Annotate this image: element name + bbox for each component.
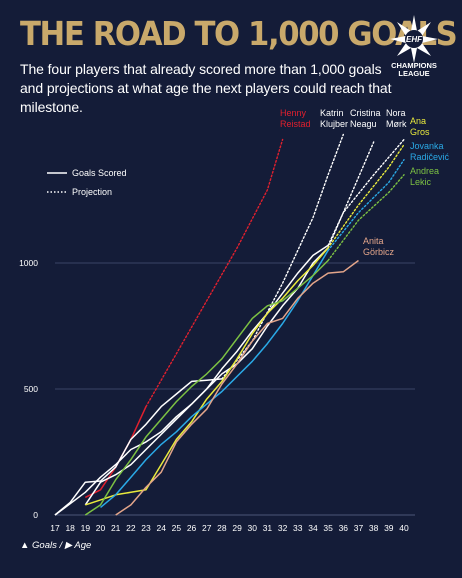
logo-text-ehf: EHF bbox=[406, 35, 423, 44]
series-label: Neagu bbox=[350, 119, 377, 129]
series-label: Andrea bbox=[410, 166, 439, 176]
series-line bbox=[115, 259, 359, 516]
x-tick-label: 23 bbox=[141, 523, 151, 533]
series-line bbox=[84, 244, 329, 506]
x-tick-label: 17 bbox=[50, 523, 60, 533]
series-line bbox=[85, 247, 329, 506]
series-label: Görbicz bbox=[363, 247, 395, 257]
x-tick-label: 31 bbox=[263, 523, 273, 533]
projection-line bbox=[327, 174, 405, 262]
y-tick-label: 0 bbox=[33, 510, 38, 520]
projection-line bbox=[327, 158, 405, 252]
series-label: Radičević bbox=[410, 152, 450, 162]
x-tick-label: 18 bbox=[65, 523, 75, 533]
series-label: Reistad bbox=[280, 119, 311, 129]
x-tick-label: 28 bbox=[217, 523, 227, 533]
legend-label: Projection bbox=[72, 187, 112, 197]
series-label: Klujber bbox=[320, 119, 348, 129]
series-label: Mørk bbox=[386, 119, 407, 129]
x-tick-label: 29 bbox=[232, 523, 242, 533]
x-tick-label: 32 bbox=[278, 523, 288, 533]
projection-line bbox=[327, 138, 405, 247]
series-label: Nora bbox=[386, 108, 406, 118]
series-label: Cristina bbox=[350, 108, 381, 118]
x-tick-label: 27 bbox=[202, 523, 212, 533]
series-label: Gros bbox=[410, 127, 430, 137]
projection-line bbox=[327, 143, 405, 249]
x-tick-label: 38 bbox=[369, 523, 379, 533]
y-tick-label: 500 bbox=[24, 384, 38, 394]
x-tick-label: 35 bbox=[323, 523, 333, 533]
series-line bbox=[84, 259, 329, 516]
series-label: Henny bbox=[280, 108, 307, 118]
series-label: Ana bbox=[410, 116, 426, 126]
ehf-champions-league-logo: EHF CHAMPIONS LEAGUE bbox=[390, 15, 438, 78]
x-tick-label: 24 bbox=[156, 523, 166, 533]
chart-title: THE ROAD TO 1,000 GOALS bbox=[20, 14, 458, 53]
series-label: Katrin bbox=[320, 108, 344, 118]
axis-note: ▲ Goals / ▶ Age bbox=[20, 540, 92, 551]
projection-line bbox=[145, 138, 284, 408]
x-tick-label: 22 bbox=[126, 523, 136, 533]
x-tick-label: 39 bbox=[384, 523, 394, 533]
projection-line bbox=[221, 133, 344, 380]
x-tick-label: 26 bbox=[187, 523, 197, 533]
x-tick-label: 19 bbox=[81, 523, 91, 533]
x-tick-label: 36 bbox=[339, 523, 349, 533]
x-tick-label: 33 bbox=[293, 523, 303, 533]
x-tick-label: 34 bbox=[308, 523, 318, 533]
legend-label: Goals Scored bbox=[72, 168, 127, 178]
logo-text-league: LEAGUE bbox=[398, 69, 429, 78]
series-label: Jovanka bbox=[410, 141, 444, 151]
chart-subtitle: The four players that already scored mor… bbox=[20, 61, 392, 115]
x-tick-label: 30 bbox=[248, 523, 258, 533]
series-label: Anita bbox=[363, 236, 384, 246]
series-line bbox=[54, 378, 222, 516]
x-tick-label: 21 bbox=[111, 523, 121, 533]
logo-ring bbox=[405, 30, 423, 48]
x-tick-label: 20 bbox=[96, 523, 106, 533]
x-tick-label: 37 bbox=[354, 523, 364, 533]
y-tick-label: 1000 bbox=[19, 258, 38, 268]
x-tick-label: 40 bbox=[399, 523, 409, 533]
logo-text-champions: CHAMPIONS bbox=[391, 61, 437, 70]
x-tick-label: 25 bbox=[172, 523, 182, 533]
series-label: Lekic bbox=[410, 177, 432, 187]
